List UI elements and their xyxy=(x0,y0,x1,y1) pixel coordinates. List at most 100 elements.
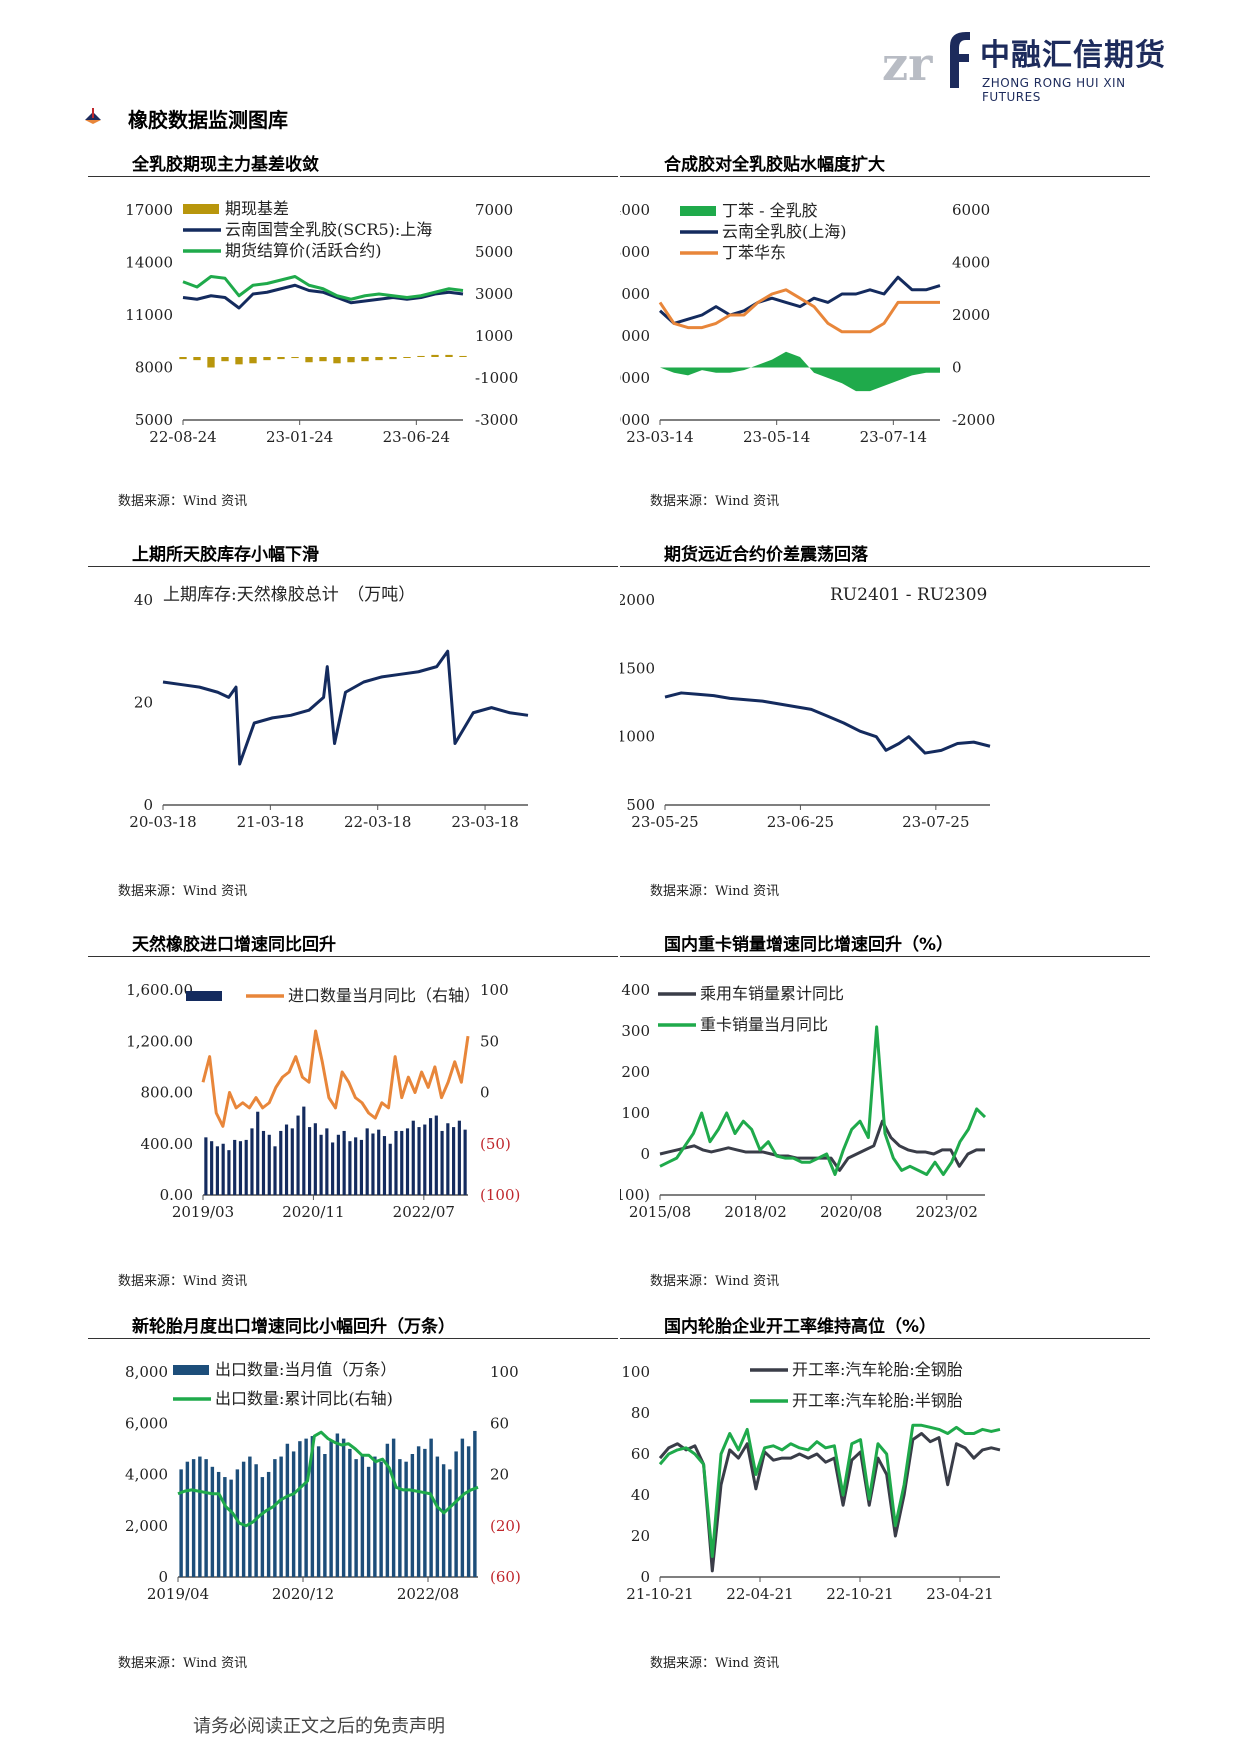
x-tick-label: 23-05-14 xyxy=(743,428,810,446)
chart-spread: 500 1000 1500 2000 23-05-25 23-06-25 23-07-25 R… xyxy=(620,585,991,831)
bar xyxy=(434,1115,438,1195)
bar xyxy=(223,1477,227,1577)
y2-tick-label: 60 xyxy=(490,1414,509,1432)
x-tick-label: 23-05-25 xyxy=(631,813,698,831)
line-series xyxy=(659,1025,987,1176)
bar xyxy=(423,1124,427,1195)
y-tick-label: 0 xyxy=(143,796,153,814)
y2-tick-label: 7000 xyxy=(475,201,513,219)
bar xyxy=(273,1146,277,1195)
data-source: 数据来源：Wind 资讯 xyxy=(118,1656,248,1671)
line-series xyxy=(658,1423,1001,1558)
y-tick-label: 11000 xyxy=(125,306,173,324)
chart-tire-exports: 0 2,000 4,000 6,000 8,000 (60) (20) 20 60 100 2019… xyxy=(125,1360,521,1603)
bar xyxy=(207,357,215,368)
y2-tick-label: 5000 xyxy=(475,243,513,261)
bar xyxy=(359,1139,364,1195)
x-tick-label: 22-03-18 xyxy=(344,813,411,831)
bar xyxy=(221,1143,225,1195)
bar xyxy=(431,354,439,357)
legend-label: 开工率:汽车轮胎:全钢胎 xyxy=(792,1360,963,1379)
bar xyxy=(273,1459,277,1577)
y2-tick-label: 2000 xyxy=(952,306,990,324)
y2-tick-label: 0 xyxy=(952,359,962,377)
bar xyxy=(179,1469,183,1577)
y-tick-label: 100 xyxy=(621,1104,650,1122)
x-tick-label: 2022/07 xyxy=(393,1203,455,1221)
bar xyxy=(227,1150,231,1195)
y-tick-label: 80 xyxy=(631,1404,650,1422)
bar xyxy=(389,357,397,360)
x-tick-label: 2019/03 xyxy=(172,1203,234,1221)
panel-1: 全乳胶期现主力基差收敛 5000 8000 11000 14000 17000 -3000… xyxy=(88,150,618,540)
bar xyxy=(249,357,257,364)
logo-en-text: ZHONG RONG HUI XIN FUTURES xyxy=(982,76,1126,104)
y-tick-label: 0.00 xyxy=(160,1186,193,1204)
data-source: 数据来源：Wind 资讯 xyxy=(118,494,248,509)
x-tick-label: 23-03-18 xyxy=(451,813,518,831)
bar xyxy=(191,1459,196,1577)
y-tick-label: 40 xyxy=(631,1486,650,1504)
panel-5: 天然橡胶进口增速同比回升 0.00 400.00 800.00 1,200.00 1,6… xyxy=(88,930,618,1320)
bar xyxy=(261,1130,266,1195)
y-tick-label: 20 xyxy=(631,1527,650,1545)
bar xyxy=(400,1130,404,1195)
bar xyxy=(215,1146,219,1195)
y2-tick-label: (60) xyxy=(490,1568,521,1586)
bar xyxy=(284,1124,289,1195)
y-tick-label: 40 xyxy=(134,591,153,609)
panel-rule xyxy=(620,1338,1150,1339)
x-tick-label: 20-03-18 xyxy=(129,813,196,831)
bar xyxy=(452,1127,456,1195)
y-tick-label: 0 xyxy=(158,1568,168,1586)
y-tick-label: 1500 xyxy=(620,659,655,677)
line-series xyxy=(658,275,941,325)
y-tick-label: 60 xyxy=(631,1445,650,1463)
legend-swatch xyxy=(186,991,222,1001)
x-tick-label: 2015/08 xyxy=(629,1203,691,1221)
chart-inner-title: RU2401 - RU2309 xyxy=(830,585,987,605)
line-series xyxy=(664,691,991,755)
bar xyxy=(319,357,327,362)
y-tick-label: 12000 xyxy=(620,285,650,303)
legend-label: 云南国营全乳胶(SCR5):上海 xyxy=(225,220,432,239)
x-tick-label: 23-06-25 xyxy=(767,813,834,831)
y2-tick-label: 100 xyxy=(490,1363,519,1381)
data-source: 数据来源：Wind 资讯 xyxy=(650,1274,780,1289)
bar xyxy=(417,355,425,357)
logo: zr 中融汇信期货 ZHONG RONG HUI XIN FUTURES xyxy=(880,28,1170,104)
bar xyxy=(313,1123,317,1195)
bar xyxy=(319,1134,323,1195)
bar xyxy=(279,1456,283,1577)
bar xyxy=(244,1139,248,1195)
bar xyxy=(316,1446,321,1577)
chart-basis: 5000 8000 11000 14000 17000 -3000 -1000 1000 300… xyxy=(125,199,518,446)
legend-label: 云南全乳胶(上海) xyxy=(722,222,847,241)
x-tick-label: 22-10-21 xyxy=(826,1585,893,1603)
bar xyxy=(291,1451,296,1577)
panel-title: 全乳胶期现主力基差收敛 xyxy=(132,155,319,175)
y-tick-label: 8000 xyxy=(135,359,173,377)
y-tick-label: 1,200.00 xyxy=(126,1032,193,1050)
legend-label: 重卡销量当月同比 xyxy=(700,1015,828,1034)
panel-title: 期货远近合约价差震荡回落 xyxy=(664,545,868,565)
panel-title: 合成胶对全乳胶贴水幅度扩大 xyxy=(664,155,885,175)
bar xyxy=(285,1443,290,1577)
bar xyxy=(260,1477,265,1577)
y-tick-label: 14000 xyxy=(125,254,173,272)
bar xyxy=(291,357,299,359)
bar xyxy=(325,1128,329,1195)
bar xyxy=(248,1456,252,1577)
bar xyxy=(302,1106,306,1195)
y2-tick-label: (100) xyxy=(480,1186,520,1204)
section-title: 橡胶数据监测图库 xyxy=(128,108,288,132)
y-tick-label: 300 xyxy=(621,1022,650,1040)
bar xyxy=(459,355,467,357)
x-tick-label: 22-04-21 xyxy=(726,1585,793,1603)
bar xyxy=(448,1469,452,1577)
legend-swatch xyxy=(680,206,716,216)
bar xyxy=(377,1129,381,1195)
y2-tick-label: (20) xyxy=(490,1517,521,1535)
svg-text:zr: zr xyxy=(882,37,933,91)
bar xyxy=(440,1130,444,1195)
